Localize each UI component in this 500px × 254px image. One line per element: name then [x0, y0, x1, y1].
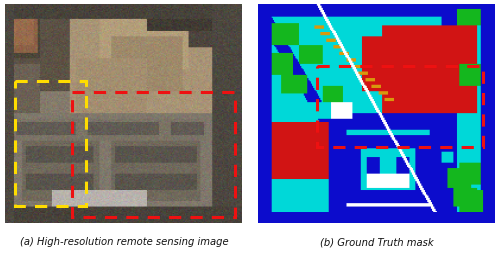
Text: (b) Ground Truth mask: (b) Ground Truth mask — [320, 236, 434, 246]
Text: (a) High-resolution remote sensing image: (a) High-resolution remote sensing image — [20, 236, 229, 246]
